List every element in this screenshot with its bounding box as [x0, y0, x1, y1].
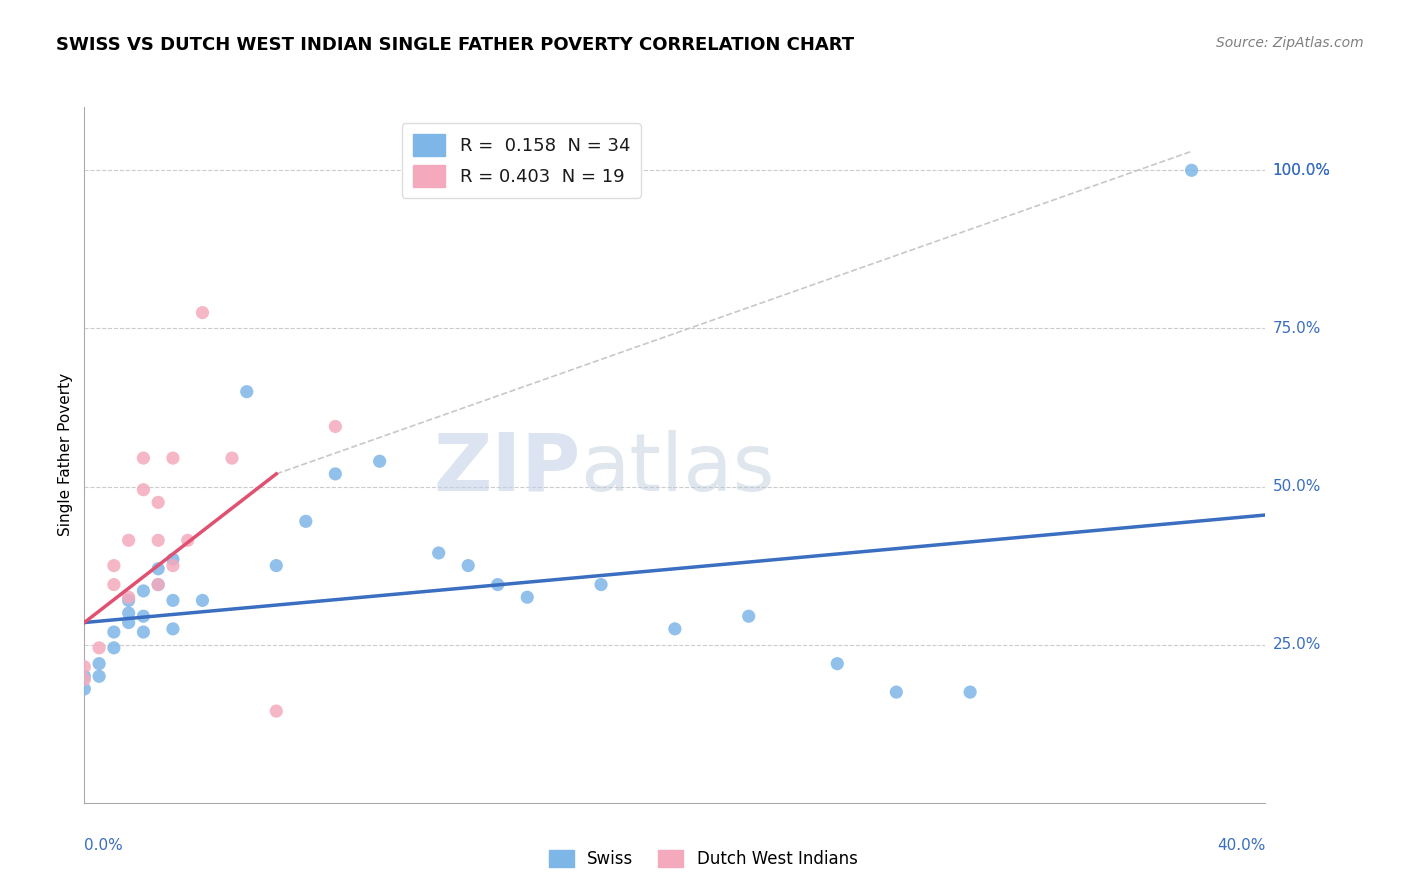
Point	[132, 451, 155, 466]
Text: 100.0%: 100.0%	[1272, 163, 1330, 178]
Point	[235, 384, 259, 399]
Point	[457, 558, 479, 573]
Text: ZIP: ZIP	[433, 430, 581, 508]
Point	[132, 625, 155, 640]
Point	[1180, 163, 1202, 178]
Text: atlas: atlas	[581, 430, 775, 508]
Point	[103, 577, 125, 591]
Point	[664, 622, 686, 636]
Point	[427, 546, 450, 560]
Legend: Swiss, Dutch West Indians: Swiss, Dutch West Indians	[541, 843, 865, 875]
Point	[162, 622, 184, 636]
Point	[148, 562, 170, 576]
Point	[191, 593, 214, 607]
Point	[591, 577, 613, 591]
Point	[486, 577, 509, 591]
Point	[264, 558, 288, 573]
Point	[516, 591, 538, 605]
Point	[118, 591, 141, 605]
Text: 75.0%: 75.0%	[1272, 321, 1320, 336]
Text: 50.0%: 50.0%	[1272, 479, 1320, 494]
Point	[148, 577, 170, 591]
Point	[886, 685, 908, 699]
Point	[368, 454, 391, 468]
Point	[323, 419, 347, 434]
Point	[738, 609, 761, 624]
Point	[103, 625, 125, 640]
Point	[323, 467, 347, 481]
Point	[132, 583, 155, 598]
Point	[118, 593, 141, 607]
Point	[264, 704, 288, 718]
Point	[827, 657, 849, 671]
Point	[87, 669, 111, 683]
Point	[73, 669, 96, 683]
Text: SWISS VS DUTCH WEST INDIAN SINGLE FATHER POVERTY CORRELATION CHART: SWISS VS DUTCH WEST INDIAN SINGLE FATHER…	[56, 36, 855, 54]
Point	[132, 609, 155, 624]
Legend: R =  0.158  N = 34, R = 0.403  N = 19: R = 0.158 N = 34, R = 0.403 N = 19	[402, 123, 641, 198]
Point	[162, 593, 184, 607]
Text: 0.0%: 0.0%	[84, 838, 124, 854]
Point	[959, 685, 981, 699]
Point	[87, 640, 111, 655]
Point	[221, 451, 243, 466]
Point	[73, 673, 96, 687]
Y-axis label: Single Father Poverty: Single Father Poverty	[58, 374, 73, 536]
Point	[295, 514, 318, 528]
Point	[148, 533, 170, 548]
Point	[162, 558, 184, 573]
Text: 40.0%: 40.0%	[1218, 838, 1265, 854]
Point	[73, 660, 96, 674]
Point	[73, 681, 96, 696]
Point	[148, 577, 170, 591]
Point	[103, 558, 125, 573]
Point	[148, 495, 170, 509]
Point	[118, 615, 141, 630]
Text: 100.0%: 100.0%	[1272, 163, 1330, 178]
Point	[191, 305, 214, 319]
Point	[162, 552, 184, 566]
Point	[162, 451, 184, 466]
Point	[103, 640, 125, 655]
Point	[118, 606, 141, 620]
Text: Source: ZipAtlas.com: Source: ZipAtlas.com	[1216, 36, 1364, 50]
Point	[87, 657, 111, 671]
Point	[132, 483, 155, 497]
Point	[177, 533, 200, 548]
Point	[118, 533, 141, 548]
Text: 25.0%: 25.0%	[1272, 637, 1320, 652]
